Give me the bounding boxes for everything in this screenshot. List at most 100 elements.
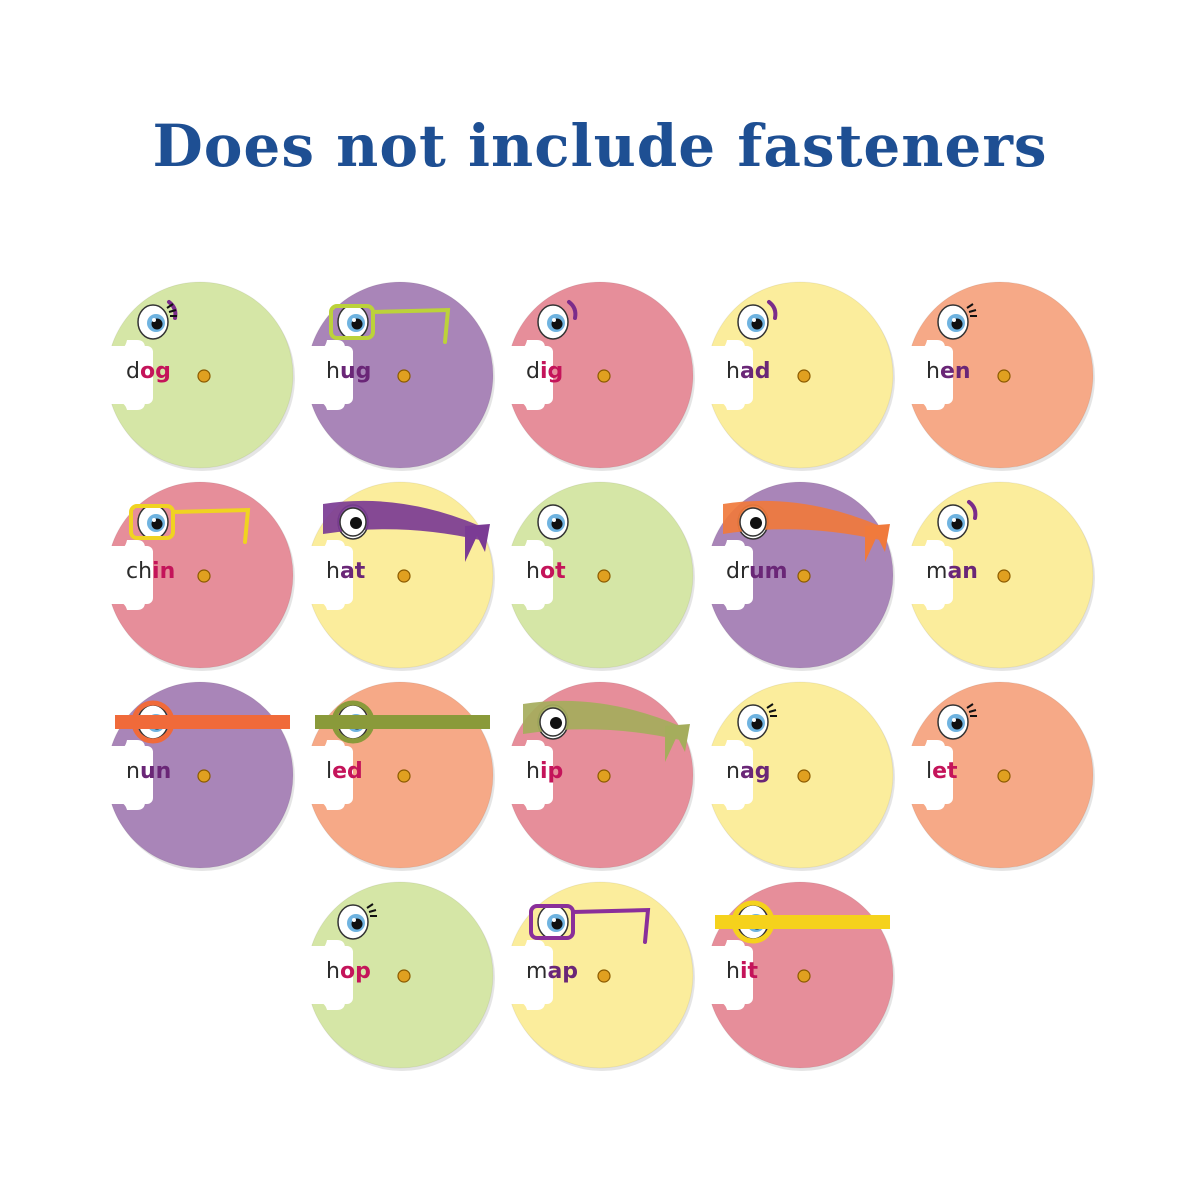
word-window bbox=[105, 346, 153, 404]
rime-text: ed bbox=[332, 759, 363, 784]
fastener-hole bbox=[597, 769, 611, 783]
eyelashes bbox=[766, 703, 777, 717]
fastener-hole bbox=[797, 969, 811, 983]
eye-glint bbox=[952, 718, 956, 722]
fastener-hole bbox=[797, 769, 811, 783]
face-illustration bbox=[905, 681, 1095, 871]
eye-glint bbox=[152, 318, 156, 322]
rime-text: op bbox=[339, 959, 371, 984]
eye-glint bbox=[552, 918, 556, 922]
headband bbox=[315, 715, 490, 729]
word-window bbox=[305, 346, 353, 404]
word-label: led bbox=[326, 758, 363, 786]
word-label: hot bbox=[526, 558, 566, 586]
word-window bbox=[705, 346, 753, 404]
onset-text: h bbox=[526, 759, 540, 784]
eyelashes bbox=[966, 703, 977, 717]
word-card: dog bbox=[105, 280, 295, 471]
word-card: hot bbox=[505, 480, 695, 671]
face-illustration bbox=[705, 481, 895, 671]
eye-glint bbox=[352, 318, 356, 322]
eyelashes bbox=[166, 303, 177, 317]
monocle-ring bbox=[331, 700, 375, 744]
word-label: hit bbox=[726, 958, 758, 986]
fastener-hole bbox=[797, 369, 811, 383]
eye-pupil bbox=[750, 517, 762, 529]
fastener-hole bbox=[997, 769, 1011, 783]
fastener-hole bbox=[797, 569, 811, 583]
word-label: drum bbox=[726, 558, 788, 586]
fastener-hole bbox=[397, 369, 411, 383]
glasses-arm bbox=[171, 507, 251, 544]
word-card: hat bbox=[305, 480, 495, 671]
word-window bbox=[705, 946, 753, 1004]
rime-text: ad bbox=[739, 359, 771, 384]
eye-pupil bbox=[350, 517, 362, 529]
eyebrow bbox=[767, 300, 778, 320]
word-window bbox=[305, 546, 353, 604]
face-illustration bbox=[305, 681, 495, 871]
onset-text: l bbox=[326, 759, 333, 784]
fastener-hole bbox=[197, 569, 211, 583]
onset-text: n bbox=[726, 759, 740, 784]
word-card: hen bbox=[905, 280, 1095, 471]
face-illustration bbox=[105, 481, 295, 671]
word-label: nag bbox=[726, 758, 771, 786]
bandana bbox=[723, 500, 880, 540]
word-window bbox=[105, 746, 153, 804]
eye-glint bbox=[752, 318, 756, 322]
fastener-hole bbox=[997, 369, 1011, 383]
face-illustration bbox=[905, 281, 1095, 471]
rime-text: um bbox=[749, 559, 788, 584]
rime-text: ot bbox=[539, 559, 566, 584]
rime-text: ap bbox=[547, 959, 579, 984]
word-label: dog bbox=[126, 358, 171, 386]
rime-text: ug bbox=[339, 359, 372, 384]
face-illustration bbox=[705, 281, 895, 471]
onset-text: h bbox=[926, 359, 940, 384]
word-card: led bbox=[305, 680, 495, 871]
glasses-frame bbox=[329, 304, 375, 340]
word-label: man bbox=[926, 558, 978, 586]
word-window bbox=[505, 946, 553, 1004]
onset-text: h bbox=[726, 959, 740, 984]
rime-text: in bbox=[152, 559, 176, 584]
eyebrow bbox=[967, 500, 978, 520]
word-window bbox=[705, 746, 753, 804]
fastener-hole bbox=[397, 569, 411, 583]
rime-text: et bbox=[932, 759, 958, 784]
word-card: chin bbox=[105, 480, 295, 671]
word-card: hit bbox=[705, 880, 895, 1071]
word-window bbox=[705, 546, 753, 604]
face-illustration bbox=[705, 881, 895, 1071]
eye-glint bbox=[952, 318, 956, 322]
word-card: had bbox=[705, 280, 895, 471]
fastener-hole bbox=[397, 969, 411, 983]
onset-text: h bbox=[726, 359, 740, 384]
onset-text: dr bbox=[726, 559, 750, 584]
word-card: dig bbox=[505, 280, 695, 471]
word-window bbox=[505, 346, 553, 404]
face-illustration bbox=[105, 281, 295, 471]
onset-text: n bbox=[126, 759, 140, 784]
face-illustration bbox=[505, 681, 695, 871]
word-card: hug bbox=[305, 280, 495, 471]
eye-glint bbox=[752, 718, 756, 722]
bandana-knot bbox=[865, 524, 890, 562]
fastener-hole bbox=[197, 369, 211, 383]
glasses-frame bbox=[129, 504, 175, 540]
rime-text: ip bbox=[539, 759, 564, 784]
eyebrow bbox=[567, 300, 578, 320]
word-card: man bbox=[905, 480, 1095, 671]
face-illustration bbox=[105, 681, 295, 871]
fastener-hole bbox=[597, 969, 611, 983]
word-label: hug bbox=[326, 358, 371, 386]
bandana bbox=[523, 700, 680, 740]
rime-text: un bbox=[139, 759, 172, 784]
word-window bbox=[305, 746, 353, 804]
rime-text: en bbox=[939, 359, 971, 384]
onset-text: d bbox=[526, 359, 540, 384]
face-illustration bbox=[505, 281, 695, 471]
word-window bbox=[505, 746, 553, 804]
word-label: had bbox=[726, 358, 771, 386]
